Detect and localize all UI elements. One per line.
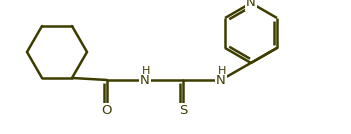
Text: S: S bbox=[179, 105, 187, 118]
Text: O: O bbox=[102, 105, 112, 118]
Text: N: N bbox=[246, 0, 256, 10]
Text: H: H bbox=[142, 66, 150, 76]
Text: N: N bbox=[140, 75, 150, 88]
Text: N: N bbox=[216, 75, 226, 88]
Text: H: H bbox=[218, 66, 226, 76]
